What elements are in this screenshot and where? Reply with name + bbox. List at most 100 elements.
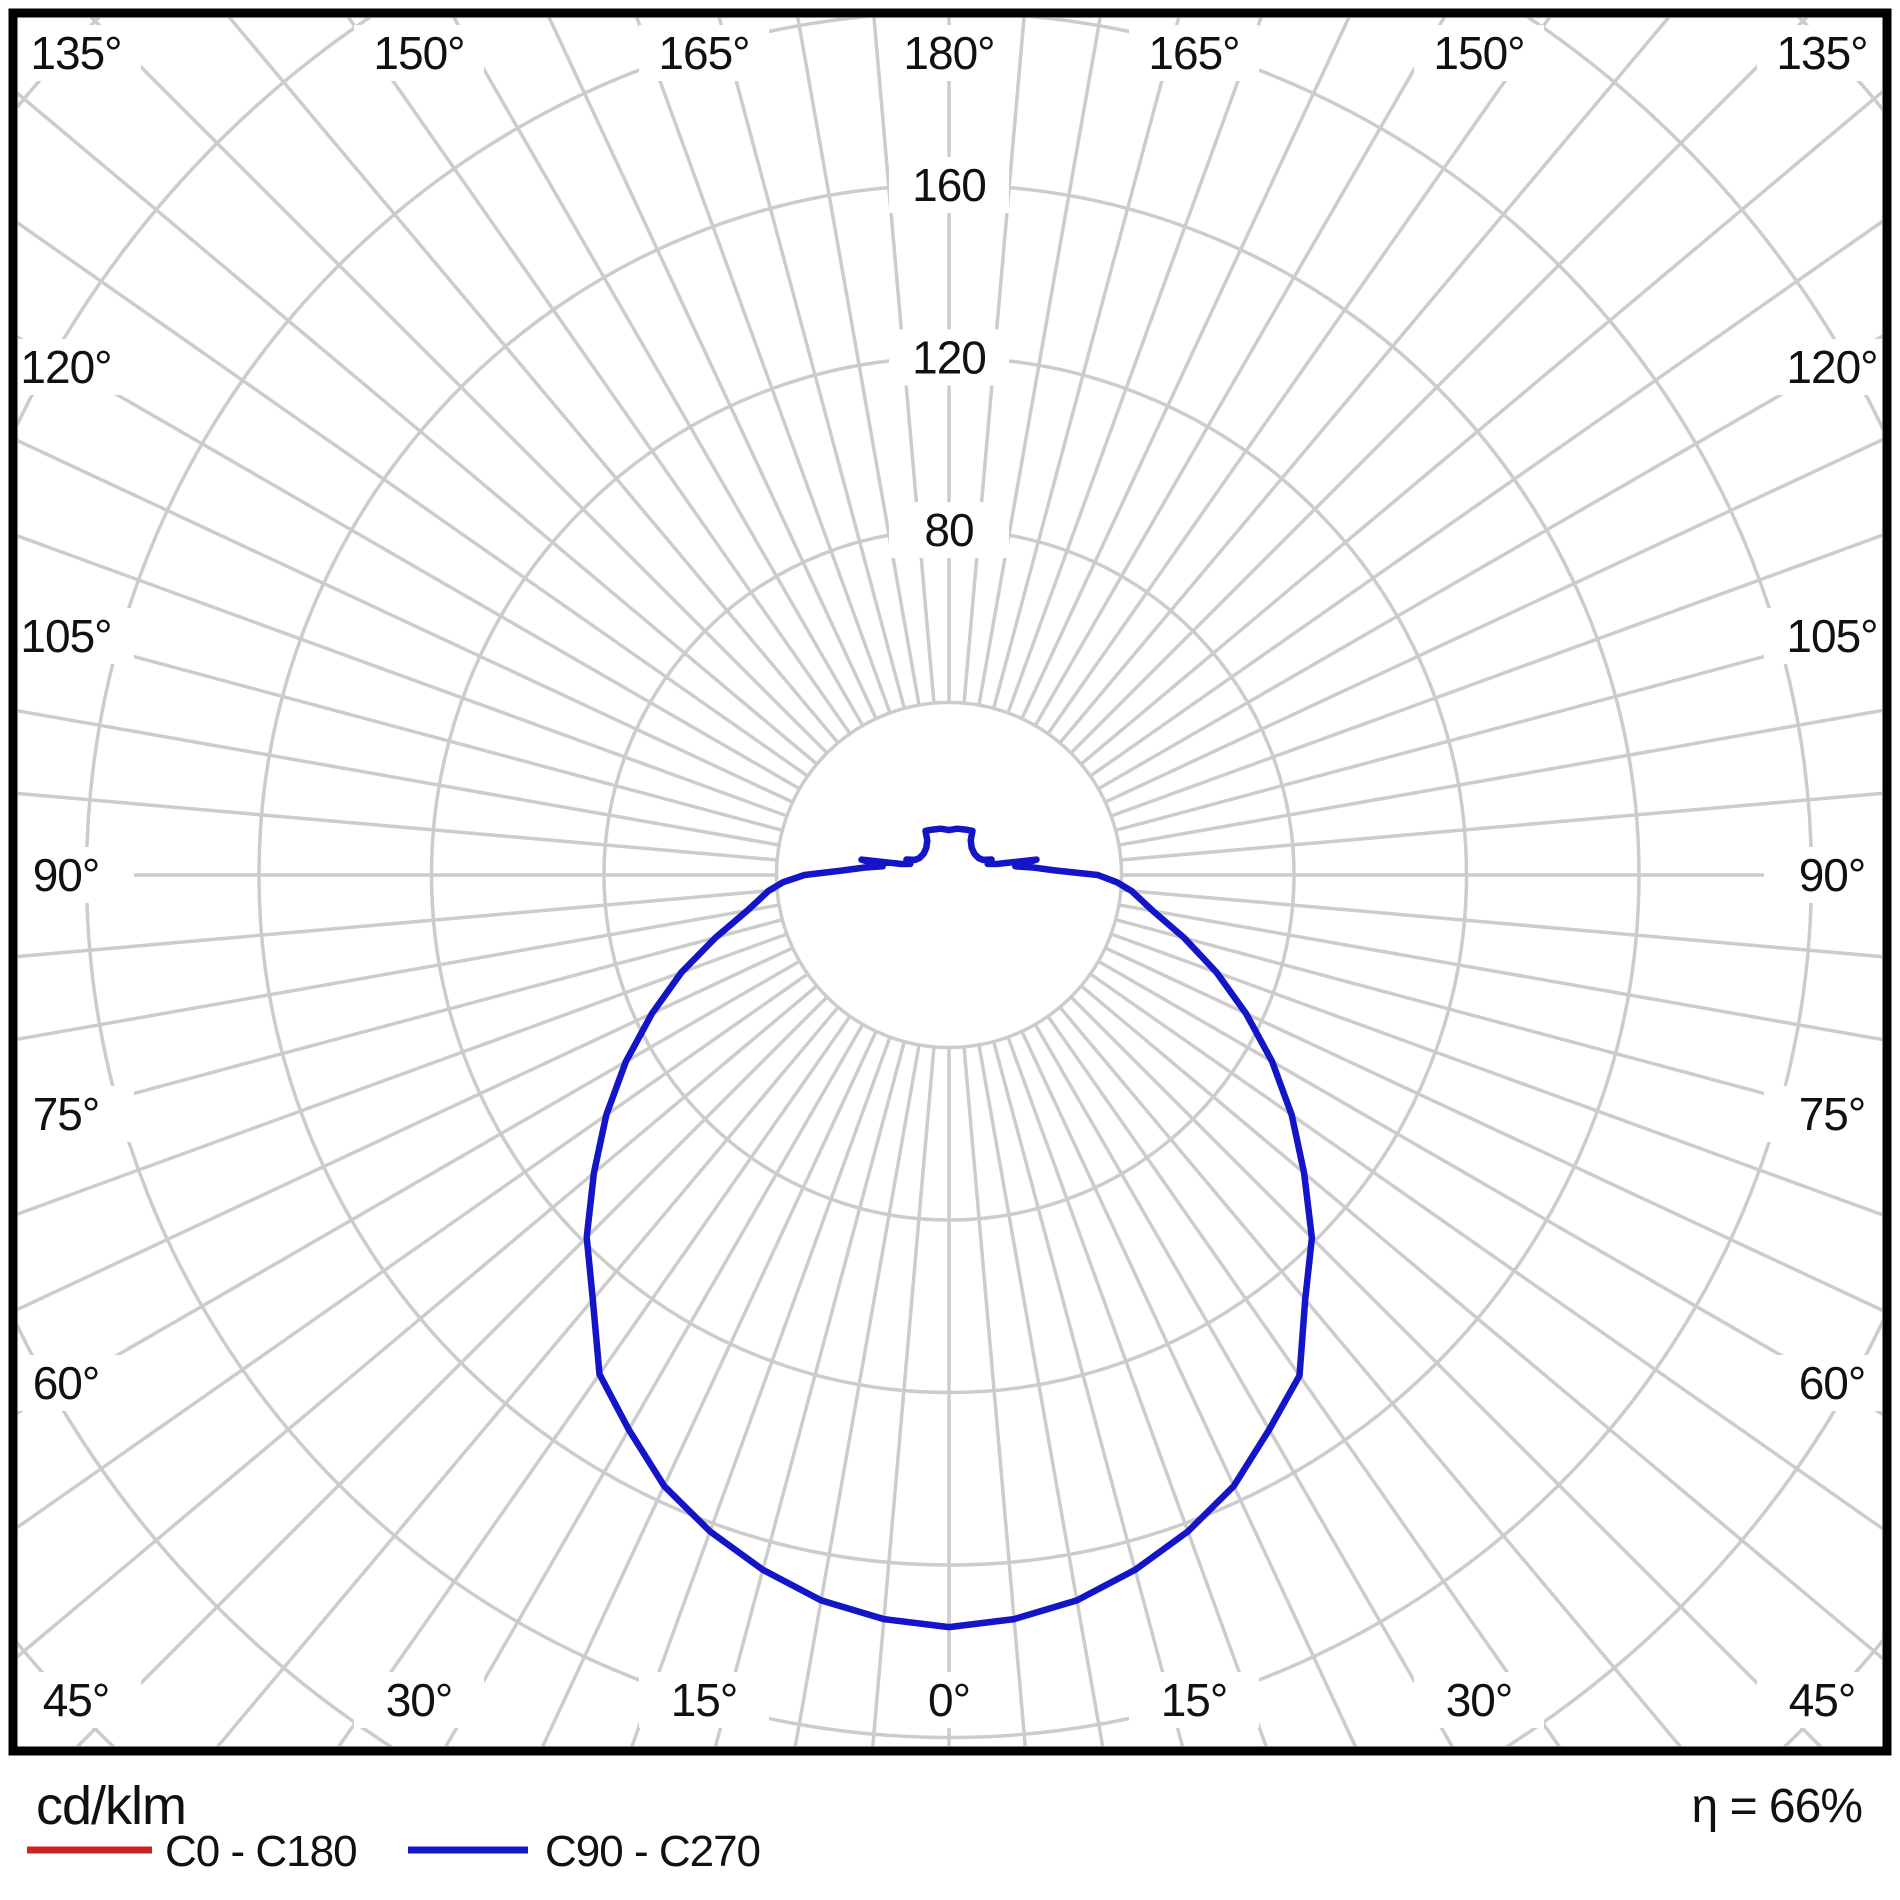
polar-ray xyxy=(635,18,892,714)
polar-ray xyxy=(18,946,794,1312)
label-background xyxy=(11,25,141,81)
plot-border xyxy=(8,8,1892,1756)
polar-ray xyxy=(717,18,907,709)
angle-label: 45° xyxy=(43,1674,110,1726)
unit-label: cd/klm xyxy=(36,1776,186,1836)
label-background xyxy=(0,1355,134,1411)
label-background xyxy=(1129,25,1259,81)
polar-ray xyxy=(18,888,778,959)
polar-ray xyxy=(75,995,829,1746)
polar-ray xyxy=(215,1006,840,1746)
polar-ray xyxy=(1033,18,1446,727)
polar-ray xyxy=(89,18,829,755)
angle-label: 150° xyxy=(1433,27,1524,79)
polar-ray xyxy=(18,335,801,791)
label-background xyxy=(354,1672,484,1728)
label-background xyxy=(639,25,769,81)
polar-ray xyxy=(871,1046,936,1746)
legend-label-c90-c270: C90 - C270 xyxy=(545,1827,760,1876)
polar-ray xyxy=(630,1036,892,1746)
polar-ray xyxy=(1020,18,1351,720)
polar-ray xyxy=(1080,89,1882,766)
polar-ray xyxy=(1104,438,1882,804)
polar-ray xyxy=(18,709,780,847)
label-background xyxy=(0,339,134,395)
ring-value-label: 80 xyxy=(924,504,973,556)
polar-ray xyxy=(962,18,1026,704)
polar-ray xyxy=(962,1046,1027,1746)
polar-ray xyxy=(1058,1006,1683,1746)
polar-ray xyxy=(1006,18,1263,714)
polar-ray xyxy=(18,438,794,804)
angle-label: 60° xyxy=(1799,1357,1866,1409)
angle-label: 165° xyxy=(658,27,749,79)
label-background xyxy=(1757,25,1887,81)
label-background xyxy=(1414,1672,1544,1728)
angle-label: 30° xyxy=(386,1674,453,1726)
label-background xyxy=(1414,25,1544,81)
polar-ray xyxy=(547,18,878,720)
polar-ray xyxy=(452,18,865,727)
angle-label: 105° xyxy=(1786,610,1877,662)
label-background xyxy=(1764,1355,1900,1411)
angle-label: 90° xyxy=(1799,849,1866,901)
label-background xyxy=(884,25,1014,81)
angle-label: 15° xyxy=(671,1674,738,1726)
label-background xyxy=(0,608,134,664)
polar-ray xyxy=(1006,1036,1268,1746)
label-background xyxy=(639,1672,769,1728)
polar-ray xyxy=(18,959,801,1415)
polar-ray xyxy=(872,18,936,704)
polar-ray xyxy=(793,1044,921,1746)
polar-ray xyxy=(1089,219,1882,778)
polar-ray xyxy=(444,1023,865,1746)
polar-ray xyxy=(1110,932,1882,1217)
label-background xyxy=(884,1672,1014,1728)
polar-ray xyxy=(18,623,783,833)
angle-label: 75° xyxy=(1799,1088,1866,1140)
angle-label: 135° xyxy=(30,27,121,79)
angle-label: 75° xyxy=(33,1088,100,1140)
label-background xyxy=(0,847,134,903)
angle-label: 90° xyxy=(33,849,100,901)
c90-c270-curve xyxy=(583,825,1316,1631)
label-background xyxy=(354,25,484,81)
angle-label: 120° xyxy=(1786,341,1877,393)
angle-label: 105° xyxy=(20,610,111,662)
polar-ray xyxy=(1097,959,1882,1416)
polar-ray xyxy=(346,18,852,735)
polar-ray xyxy=(18,932,788,1216)
label-background xyxy=(889,502,1009,558)
polar-ray xyxy=(1020,1030,1358,1746)
angle-label: 150° xyxy=(373,27,464,79)
axis-labels: 135° 150° 165° 180° 165° 150° 135° 45° 30° 15° 0° 1… xyxy=(0,25,1900,1728)
angle-label: 165° xyxy=(1148,27,1239,79)
polar-ray xyxy=(1118,708,1882,847)
angle-label: 120° xyxy=(20,341,111,393)
angle-label: 135° xyxy=(1776,27,1867,79)
label-background xyxy=(1764,608,1900,664)
label-background xyxy=(1129,1672,1259,1728)
label-background xyxy=(889,157,1009,213)
angle-label: 180° xyxy=(903,27,994,79)
ring-value-label: 160 xyxy=(912,159,986,211)
label-background xyxy=(1764,847,1900,903)
label-background xyxy=(889,329,1009,386)
polar-ray xyxy=(18,984,818,1659)
polar-ray xyxy=(227,18,840,744)
polar-ray xyxy=(1089,972,1882,1531)
label-background xyxy=(1757,1672,1887,1728)
label-background xyxy=(1764,1086,1900,1142)
polar-ray xyxy=(18,917,783,1127)
polar-ray xyxy=(18,534,788,818)
polar-ray xyxy=(1104,946,1882,1312)
label-background xyxy=(11,1672,141,1728)
legend-label-c0-c180: C0 - C180 xyxy=(165,1827,357,1876)
polar-ray xyxy=(796,18,921,706)
polar-ray xyxy=(1118,903,1882,1042)
polar-ray xyxy=(1115,623,1882,833)
efficiency-label: η = 66% xyxy=(1692,1780,1862,1833)
label-background xyxy=(0,1086,134,1142)
polar-ray xyxy=(1110,533,1882,818)
polar-ray xyxy=(1080,984,1882,1661)
